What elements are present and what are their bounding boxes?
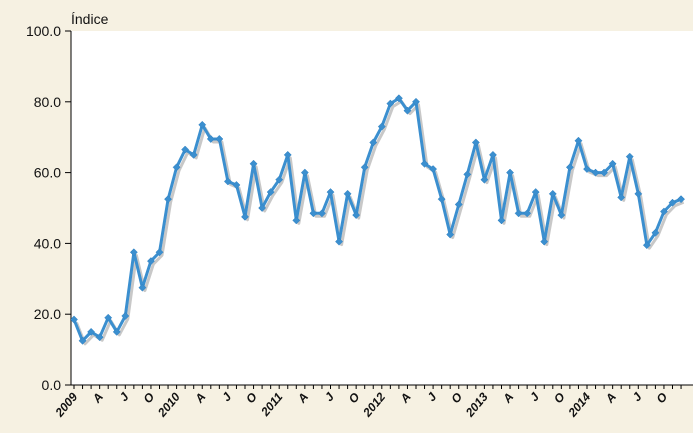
- x-tick-label: O: [448, 389, 465, 406]
- y-axis-label: Índice: [71, 11, 109, 27]
- x-tick-label: A: [89, 390, 106, 406]
- y-tick-label: 60.0: [34, 165, 61, 181]
- x-tick-label: 2014: [565, 390, 594, 420]
- y-tick-label: 20.0: [34, 306, 61, 322]
- x-tick-label: J: [117, 390, 132, 404]
- y-tick-label: 100.0: [26, 23, 61, 39]
- x-tick-label: A: [602, 390, 619, 406]
- plot-area: [71, 31, 693, 385]
- x-tick-label: 2012: [360, 390, 389, 420]
- x-tick-label: J: [424, 390, 439, 404]
- x-tick-label: O: [654, 389, 671, 406]
- x-tick-label: 2013: [462, 390, 491, 420]
- x-tick-label: A: [499, 390, 516, 406]
- y-tick-label: 40.0: [34, 235, 61, 251]
- x-tick-label: O: [141, 389, 158, 406]
- x-tick-label: O: [551, 389, 568, 406]
- x-tick-label: J: [527, 390, 542, 404]
- x-tick-label: 2010: [154, 390, 183, 420]
- y-tick-label: 80.0: [34, 94, 61, 110]
- y-axis-ticks: 0.0 20.0 40.0 60.0 80.0 100.0: [26, 23, 71, 393]
- x-tick-label: J: [219, 390, 234, 404]
- x-tick-label: O: [243, 389, 260, 406]
- x-tick-label: 2009: [52, 390, 81, 420]
- y-tick-label: 0.0: [42, 377, 62, 393]
- x-tick-label: J: [322, 390, 337, 404]
- x-tick-label: A: [192, 390, 209, 406]
- x-tick-label: 2011: [258, 390, 286, 420]
- x-tick-label: A: [397, 390, 414, 406]
- x-tick-label: J: [630, 390, 645, 404]
- x-tick-label: O: [346, 389, 363, 406]
- x-tick-label: A: [294, 390, 311, 406]
